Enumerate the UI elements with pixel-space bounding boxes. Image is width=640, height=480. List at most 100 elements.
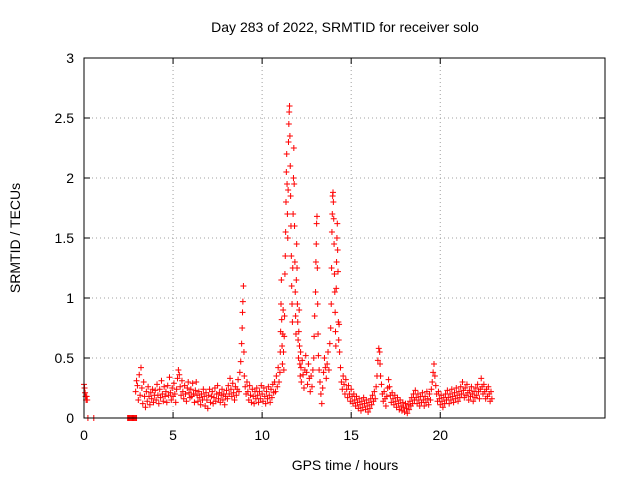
data-point — [324, 361, 331, 367]
y-tick-label: 3 — [66, 50, 74, 66]
data-point — [145, 383, 152, 390]
data-point — [186, 389, 193, 396]
data-point — [161, 383, 168, 390]
data-point — [81, 385, 88, 391]
data-point — [157, 394, 164, 401]
data-point — [289, 301, 296, 307]
data-point — [403, 405, 410, 412]
data-point — [485, 383, 492, 390]
data-point — [313, 241, 320, 247]
data-point — [176, 371, 183, 378]
data-point — [194, 398, 201, 405]
data-point — [470, 398, 477, 405]
data-point — [251, 400, 258, 407]
data-point — [255, 399, 262, 406]
plot-frame — [83, 57, 606, 419]
data-point — [276, 379, 283, 385]
data-point — [296, 361, 303, 367]
data-point — [274, 383, 281, 390]
y-tick-label: 1 — [66, 290, 74, 306]
data-point — [235, 376, 242, 383]
data-point — [329, 211, 336, 217]
data-point — [137, 364, 144, 371]
data-point — [291, 223, 298, 229]
x-axis-label: GPS time / hours — [292, 457, 399, 473]
data-point — [399, 399, 406, 406]
data-point — [282, 253, 289, 259]
data-point — [450, 399, 457, 406]
data-point — [288, 253, 295, 259]
data-point — [279, 361, 286, 367]
data-point — [214, 382, 221, 389]
data-point — [134, 382, 141, 389]
data-point — [311, 313, 318, 319]
data-point — [158, 377, 165, 384]
data-point — [381, 388, 388, 395]
data-point — [290, 211, 297, 217]
data-point — [473, 392, 480, 399]
data-point — [435, 388, 442, 395]
data-point — [175, 367, 182, 373]
data-point — [291, 259, 298, 265]
data-point — [239, 309, 246, 316]
data-point — [430, 369, 437, 376]
data-point — [264, 395, 271, 402]
data-point — [426, 391, 433, 397]
y-tick-label: 1.5 — [55, 230, 75, 246]
data-point — [333, 235, 340, 241]
data-point — [152, 387, 159, 394]
data-point — [211, 394, 218, 401]
data-point — [229, 380, 236, 387]
x-tick-label: 0 — [80, 427, 88, 443]
data-point — [132, 388, 139, 395]
data-point — [294, 265, 301, 271]
data-point — [285, 139, 292, 145]
data-point — [281, 333, 288, 340]
data-point — [375, 345, 382, 352]
data-point — [333, 259, 340, 265]
y-tick-label: 2.5 — [55, 110, 75, 126]
data-point — [444, 387, 451, 394]
data-point — [429, 379, 436, 385]
data-point — [295, 337, 302, 343]
data-point — [386, 383, 393, 390]
data-point — [427, 397, 434, 403]
data-point — [382, 403, 389, 409]
data-point — [326, 340, 333, 347]
data-point — [300, 371, 307, 378]
data-point — [172, 399, 179, 406]
data-point — [191, 399, 198, 406]
data-point — [280, 367, 287, 373]
data-point — [268, 394, 275, 401]
data-point — [253, 385, 260, 391]
data-point — [313, 220, 320, 227]
data-point — [238, 340, 245, 347]
data-point — [154, 381, 161, 388]
data-point — [284, 211, 291, 217]
data-point — [228, 393, 235, 400]
data-point — [135, 397, 142, 403]
data-point — [138, 385, 145, 391]
data-point — [225, 382, 232, 389]
data-point — [480, 381, 487, 388]
data-point — [303, 369, 310, 376]
data-point — [336, 321, 343, 328]
data-point — [292, 289, 299, 295]
data-point — [398, 403, 405, 409]
data-point — [290, 145, 297, 151]
data-point — [290, 175, 297, 181]
data-point — [299, 357, 306, 364]
data-point — [224, 395, 231, 402]
data-point — [330, 189, 337, 196]
data-point — [182, 391, 189, 397]
data-point — [288, 283, 295, 289]
y-tick-label: 2 — [66, 170, 74, 186]
data-point — [289, 319, 296, 325]
data-point — [177, 383, 184, 390]
data-point — [402, 400, 409, 407]
data-point — [233, 392, 240, 399]
data-point — [185, 379, 192, 385]
data-point — [373, 383, 380, 390]
data-point — [431, 361, 438, 367]
